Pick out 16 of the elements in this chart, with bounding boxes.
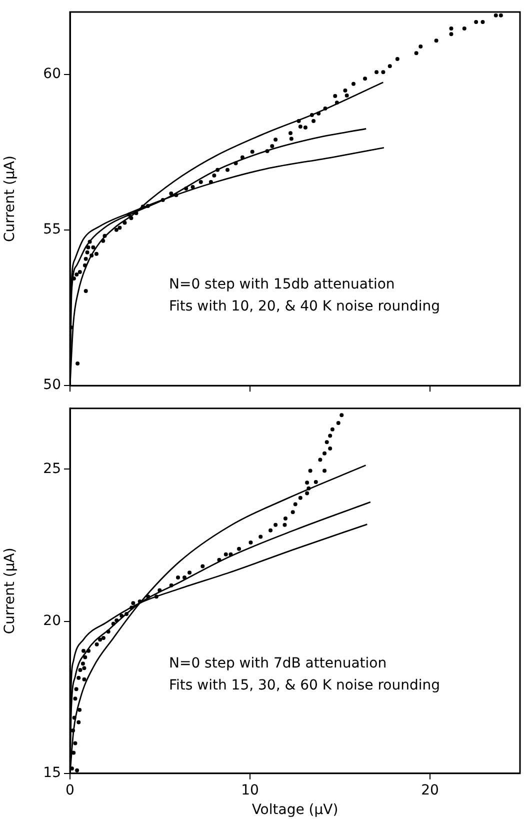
y-axis-title: Current (μA) (2, 156, 18, 242)
y-tick-label: 20 (43, 612, 61, 629)
y-tick-label: 60 (43, 66, 61, 82)
y-tick-label: 25 (43, 460, 61, 477)
y-tick-label: 55 (43, 222, 61, 238)
x-tick-label: 10 (241, 782, 259, 798)
annotation: Fits with 10, 20, & 40 K noise rounding (169, 298, 440, 314)
x-axis-title: Voltage (μV) (252, 802, 338, 818)
y-axis-title: Current (μA) (2, 548, 18, 634)
x-tick-label: 0 (66, 782, 74, 798)
annotation: N=0 step with 7dB attenuation (169, 656, 387, 672)
y-tick-label: 15 (43, 765, 61, 782)
x-tick-label: 20 (421, 782, 439, 798)
annotation: N=0 step with 15db attenuation (169, 276, 395, 292)
y-tick-label: 50 (43, 377, 61, 394)
annotation: Fits with 15, 30, & 60 K noise rounding (169, 678, 440, 694)
